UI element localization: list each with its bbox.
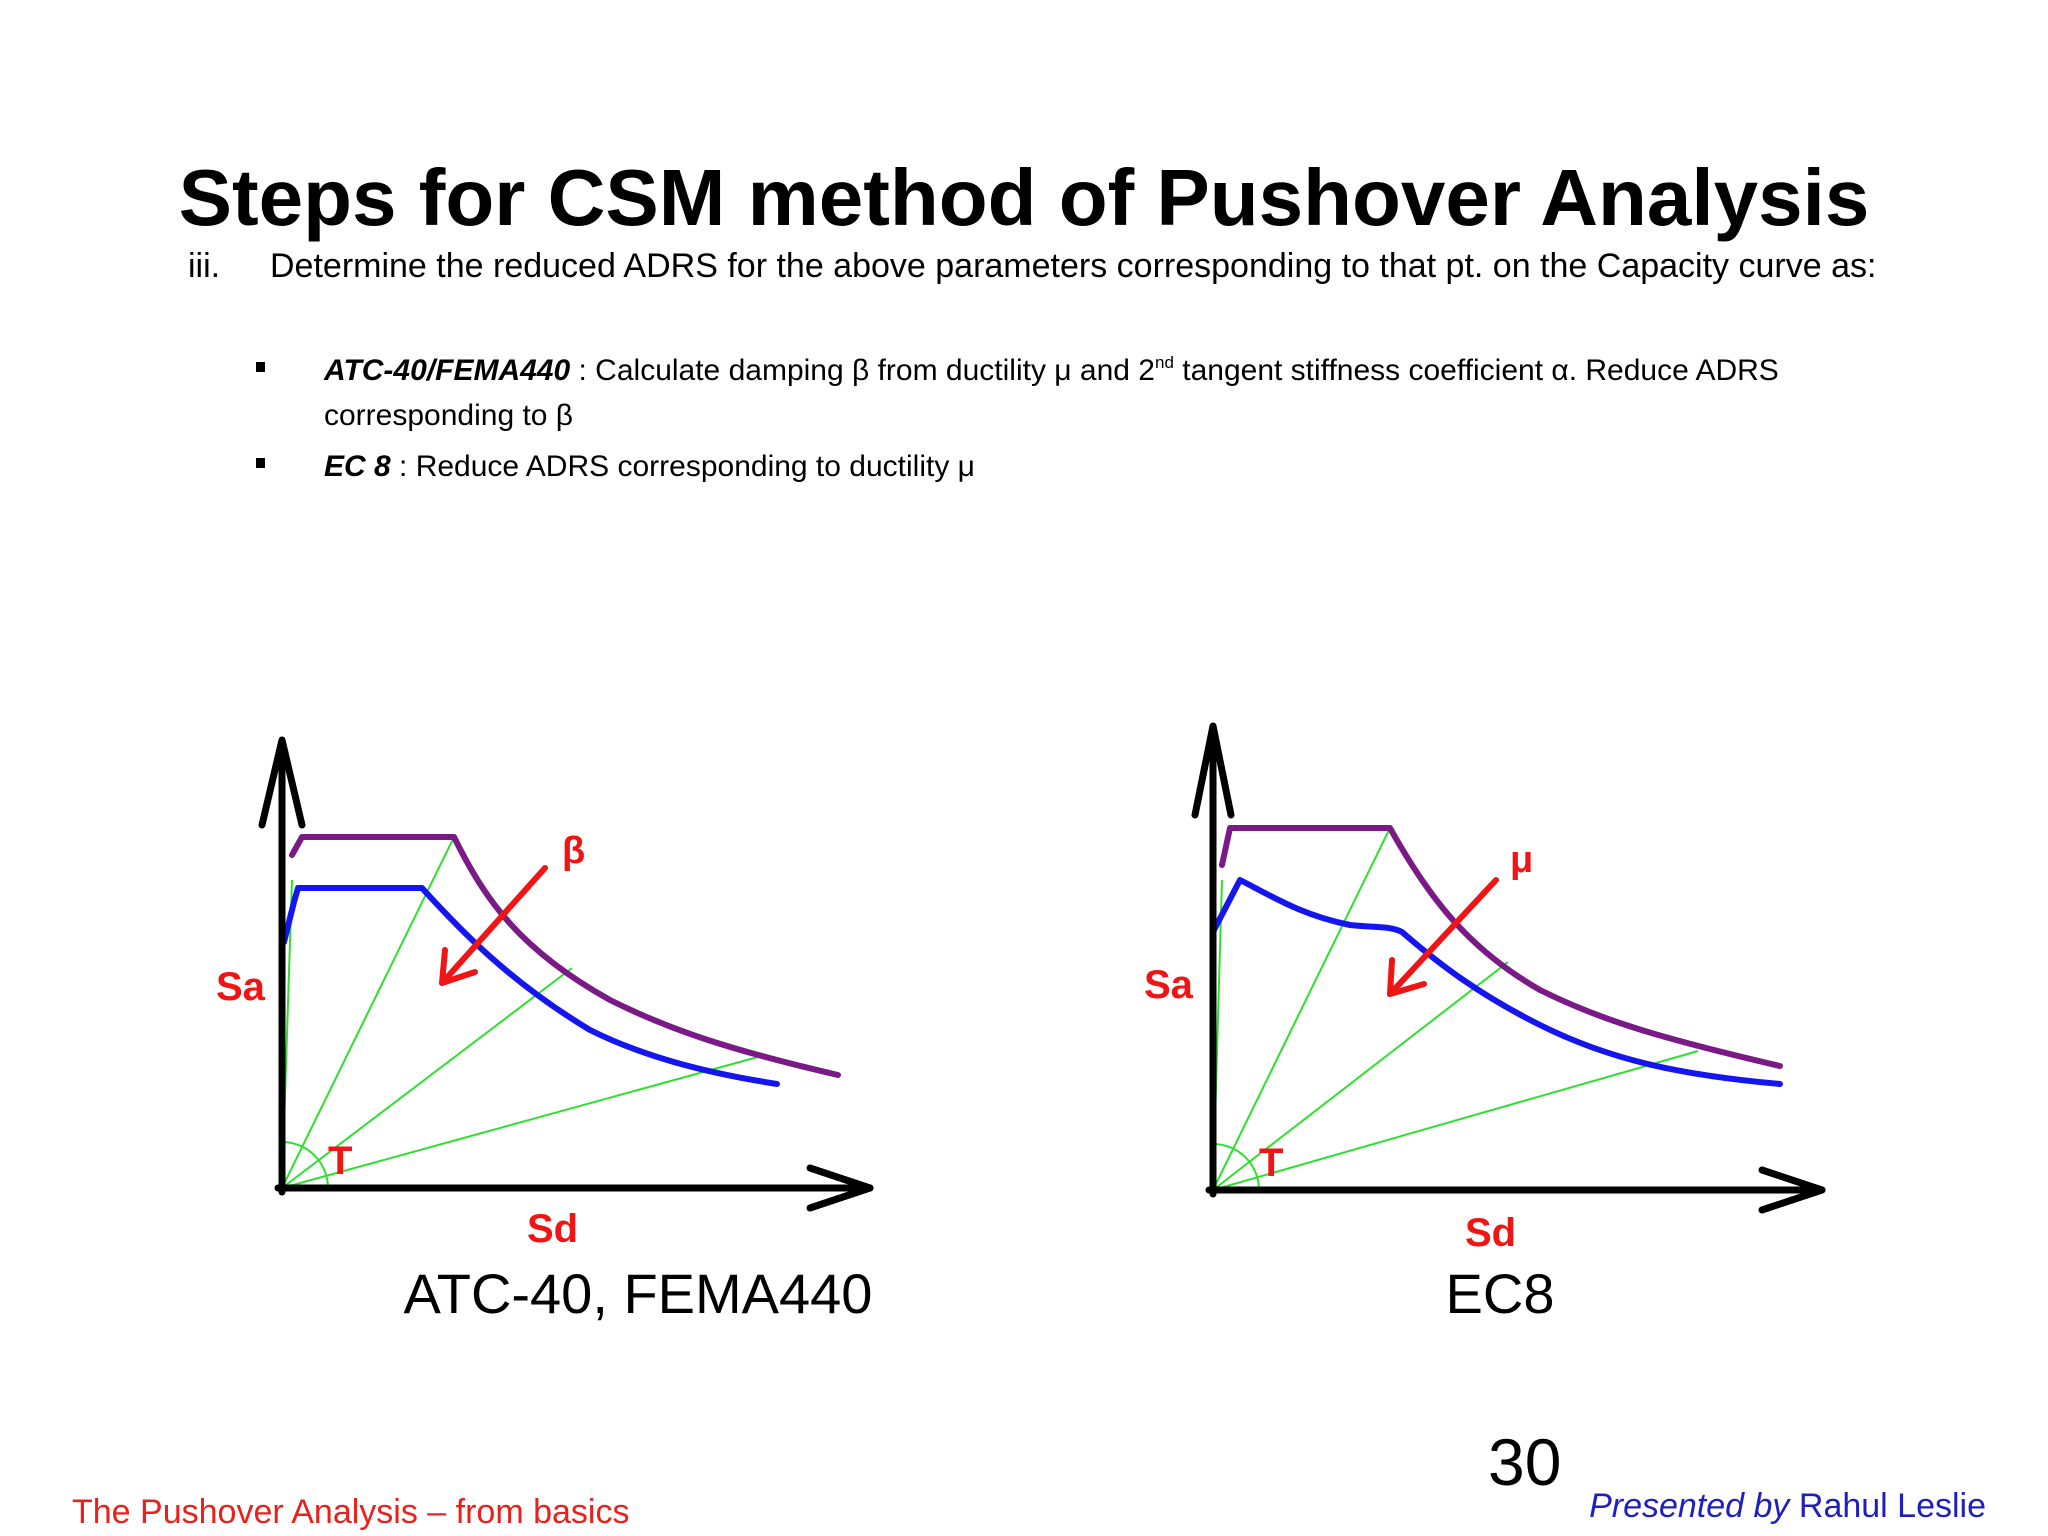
x-axis-label: Sd — [1465, 1211, 1516, 1255]
y-axis-label: Sa — [216, 965, 266, 1009]
period-label: T — [328, 1139, 352, 1183]
page-number: 30 — [1488, 1425, 1562, 1499]
reduced-spectrum-curve — [1211, 877, 1783, 1087]
reduction-arrow-icon — [439, 865, 548, 986]
bullet-body-end: tangent stiffness coefficient α. Reduce … — [324, 354, 1779, 432]
period-lines — [1212, 827, 1699, 1191]
y-axis-label: Sa — [1144, 963, 1194, 1007]
y-axis-arrowhead-icon — [1191, 722, 1235, 819]
footer-presentation-title: The Pushover Analysis – from basics — [72, 1493, 630, 1531]
bullet-marker-icon — [256, 458, 265, 468]
axes — [1191, 722, 1826, 1214]
bullet-body: : Reduce ADRS corresponding to ductility… — [390, 450, 975, 483]
elastic-spectrum-curve — [289, 834, 841, 1078]
bullet-body: : Calculate damping β from ductility μ a… — [570, 354, 1155, 387]
reduced-spectrum-curve — [281, 885, 780, 1087]
bullet-key: ATC-40/FEMA440 — [324, 354, 571, 387]
period-label: T — [1259, 1141, 1283, 1185]
footer-presenter-name: Rahul Leslie — [1789, 1487, 1986, 1525]
period-line — [281, 967, 573, 1189]
period-angle-arc — [1212, 1143, 1260, 1191]
bullet-text: EC 8 : Reduce ADRS corresponding to duct… — [324, 444, 1916, 489]
x-axis-label: Sd — [527, 1207, 578, 1251]
axes — [258, 736, 874, 1212]
y-axis-arrowhead-icon — [258, 736, 306, 829]
adrs-diagram-svg: μ Sa Sd T — [1144, 722, 1826, 1255]
adrs-diagram-atc40: β Sa Sd T — [210, 720, 910, 1260]
bullet-atc40: ATC-40/FEMA440 : Calculate damping β fro… — [256, 348, 1916, 438]
period-line — [1212, 827, 1391, 1191]
bullet-ec8: EC 8 : Reduce ADRS corresponding to duct… — [256, 444, 1916, 489]
bullet-text: ATC-40/FEMA440 : Calculate damping β fro… — [324, 348, 1916, 438]
ordinal-suffix: nd — [1154, 353, 1174, 372]
period-line — [1212, 961, 1509, 1191]
footer-presenter-prefix: Presented by — [1589, 1487, 1790, 1525]
step-text: Determine the reduced ADRS for the above… — [270, 247, 1877, 285]
arrow-label: μ — [1510, 839, 1533, 881]
x-axis-arrowhead-icon — [806, 1164, 874, 1212]
figure-caption-atc40: ATC-40, FEMA440 — [403, 1262, 873, 1325]
footer-presenter: Presented by Rahul Leslie — [1589, 1486, 1986, 1526]
bullet-key: EC 8 — [324, 450, 391, 483]
step-iii: iii. Determine the reduced ADRS for the … — [188, 242, 1948, 291]
arrow-label: β — [562, 830, 585, 872]
adrs-diagram-svg: β Sa Sd T — [216, 736, 874, 1251]
slide-title: Steps for CSM method of Pushover Analysi… — [178, 153, 1870, 242]
adrs-diagram-ec8: μ Sa Sd T — [1140, 720, 1840, 1260]
period-line — [281, 1054, 766, 1189]
x-axis-arrowhead-icon — [1758, 1166, 1826, 1214]
figure-caption-ec8: EC8 — [1445, 1262, 1555, 1325]
step-number: iii. — [188, 247, 221, 285]
reduction-arrow-icon — [1387, 877, 1499, 997]
elastic-spectrum-curve — [1219, 825, 1783, 1069]
period-angle-arc — [281, 1141, 329, 1189]
period-line — [1212, 1050, 1699, 1191]
bullet-marker-icon — [256, 362, 265, 372]
